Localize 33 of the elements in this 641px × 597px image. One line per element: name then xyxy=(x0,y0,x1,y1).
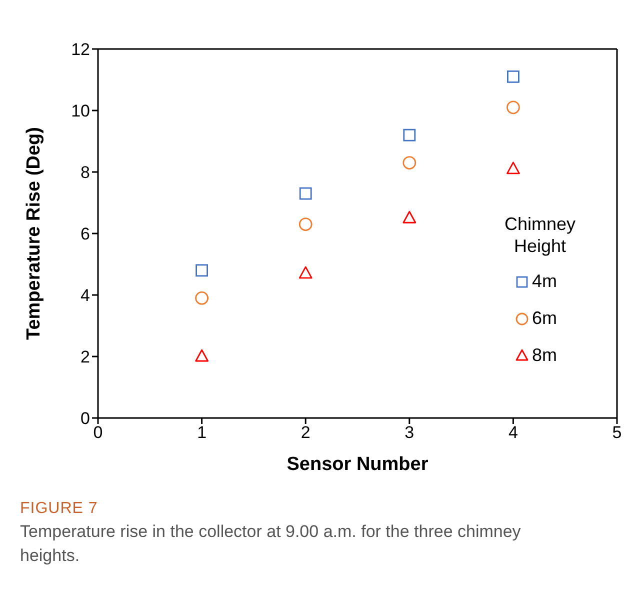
text: Temperature rise in the collector at 9.00 a.m. for the three chimney heights. xyxy=(20,521,522,567)
x-axis-title: Sensor Number xyxy=(286,454,429,475)
y-tick-label: 0 xyxy=(80,409,90,428)
y-tick-label: 6 xyxy=(80,224,90,244)
y-tick-label: 10 xyxy=(71,102,90,121)
point xyxy=(196,264,208,277)
point xyxy=(402,156,416,170)
point xyxy=(506,162,520,174)
y-tick-label: 8 xyxy=(80,163,90,182)
y-axis-title: Temperature Rise (Deg) xyxy=(24,127,45,340)
point xyxy=(403,128,416,142)
point xyxy=(506,100,520,114)
point xyxy=(195,291,208,305)
point xyxy=(507,70,520,83)
x-tick-label: 2 xyxy=(300,423,310,442)
x-tick-label: 0 xyxy=(93,423,103,442)
legend-label: 4m xyxy=(532,271,558,292)
legend-title: Chimney Height xyxy=(503,213,577,257)
caption: FIGURE 7 xyxy=(20,500,99,518)
x-tick-label: 3 xyxy=(404,423,414,442)
y-tick-label: 2 xyxy=(80,348,90,367)
point xyxy=(402,210,416,224)
point xyxy=(299,187,312,200)
legend-label: 8m xyxy=(532,345,558,366)
y-tick-label: 12 xyxy=(71,40,90,60)
x-tick-label: 1 xyxy=(197,423,207,442)
legend-label: 6m xyxy=(532,308,558,329)
y-tick-label: 4 xyxy=(80,286,90,306)
point xyxy=(298,266,312,279)
x-tick-label: 4 xyxy=(508,423,518,442)
x-tick-label: 5 xyxy=(612,423,622,442)
point xyxy=(195,349,208,362)
point xyxy=(298,218,312,231)
